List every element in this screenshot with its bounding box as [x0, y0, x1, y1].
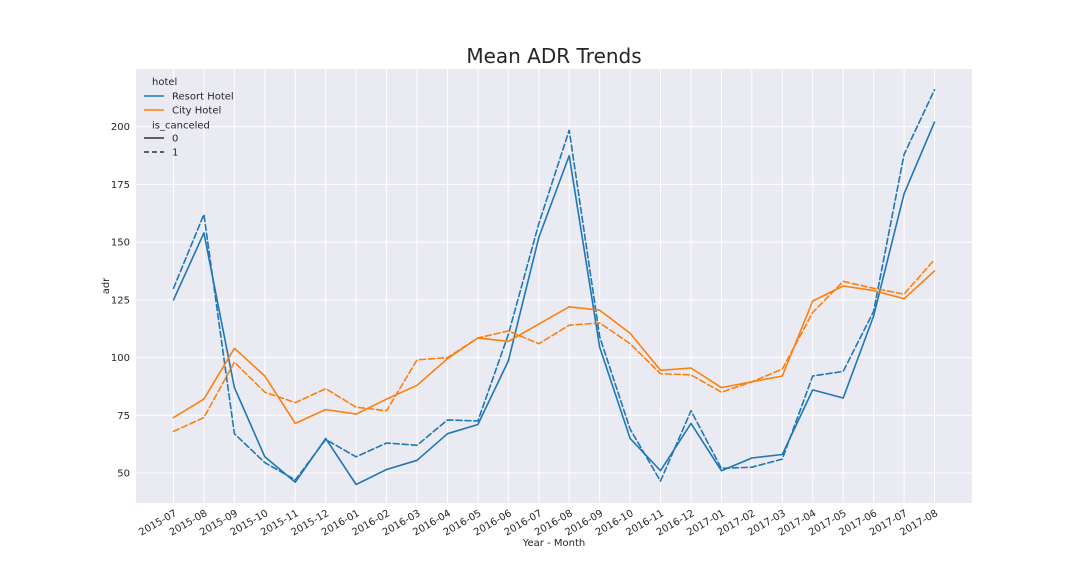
- y-tick-label: 200: [111, 122, 130, 133]
- legend-entry-resort-hotel: Resort Hotel: [172, 92, 234, 103]
- series-lines: [172, 89, 936, 486]
- series-line-city-hotel-canceled-0: [172, 270, 936, 425]
- y-axis-label: adr: [101, 277, 112, 294]
- legend-entry-not-canceled: 0: [172, 134, 178, 145]
- y-tick-label: 75: [117, 411, 130, 422]
- chart-title: Mean ADR Trends: [466, 44, 641, 68]
- series-line-city-hotel-canceled-1: [172, 258, 936, 433]
- y-axis-ticks: 50 75 100 125 150 175 200: [111, 122, 130, 479]
- y-tick-label: 150: [111, 238, 130, 249]
- x-axis-ticks: 2015-072015-082015-092015-102015-112015-…: [137, 508, 940, 538]
- series-line-resort-hotel-canceled-1: [172, 89, 936, 482]
- legend-entry-city-hotel: City Hotel: [172, 106, 221, 117]
- legend-entry-canceled: 1: [172, 148, 178, 159]
- y-tick-label: 125: [111, 295, 130, 306]
- legend-style-title: is_canceled: [152, 121, 210, 132]
- plot-area: [136, 69, 972, 503]
- y-tick-label: 100: [111, 353, 130, 364]
- legend: hotel Resort Hotel City Hotel is_cancele…: [144, 77, 234, 159]
- y-tick-label: 175: [111, 180, 130, 191]
- series-line-resort-hotel-canceled-0: [172, 121, 936, 486]
- gridlines: [136, 69, 972, 503]
- x-axis-label: Year - Month: [522, 538, 585, 549]
- y-tick-label: 50: [117, 468, 130, 479]
- legend-hue-title: hotel: [152, 77, 177, 88]
